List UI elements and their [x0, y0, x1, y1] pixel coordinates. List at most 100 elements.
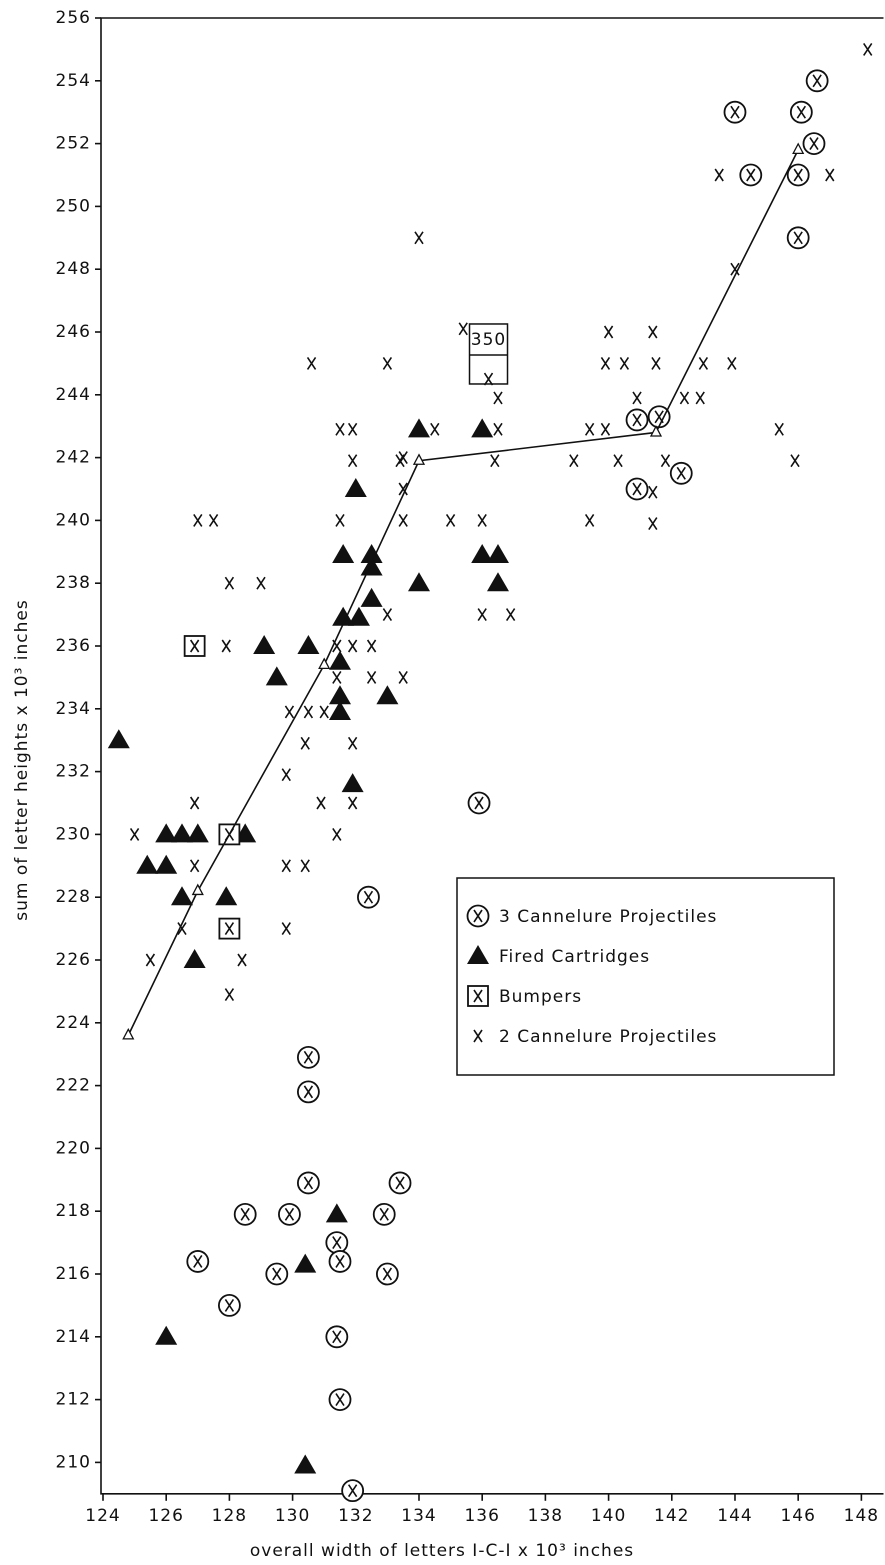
- point: [714, 168, 724, 182]
- marker-x: [347, 736, 358, 750]
- marker-triangle: [347, 606, 370, 626]
- y-tick-label: 246: [56, 322, 91, 342]
- point: [328, 1250, 352, 1273]
- point: [727, 356, 737, 370]
- point: [224, 576, 235, 590]
- point: [493, 391, 503, 405]
- x-tick-label: 148: [844, 1506, 879, 1526]
- marker-triangle: [107, 729, 130, 749]
- annotation: 350: [471, 330, 506, 350]
- x-tick-label: 144: [717, 1506, 752, 1526]
- legend-marker: [467, 945, 489, 964]
- point: [375, 1262, 399, 1286]
- point: [407, 572, 430, 592]
- point: [669, 461, 693, 485]
- point: [445, 513, 456, 527]
- marker-x: [790, 454, 800, 468]
- point: [825, 168, 835, 182]
- marker-x: [600, 356, 611, 370]
- marker-triangle: [136, 854, 159, 874]
- y-tick-label: 238: [56, 573, 91, 593]
- point: [237, 953, 247, 967]
- y-tick-label: 250: [56, 196, 91, 216]
- y-tick-label: 212: [56, 1390, 91, 1410]
- marker-x: [303, 705, 314, 719]
- marker-x: [714, 168, 724, 182]
- marker-x: [366, 670, 377, 684]
- y-tick-label: 222: [56, 1076, 91, 1096]
- y-tick-label: 228: [56, 887, 91, 907]
- point: [224, 988, 235, 1001]
- marker-x: [679, 391, 690, 405]
- point: [332, 606, 355, 626]
- point: [328, 685, 351, 705]
- point: [430, 422, 440, 436]
- point: [183, 635, 206, 657]
- point: [648, 325, 658, 339]
- marker-cross: [224, 1298, 235, 1312]
- point: [398, 670, 408, 684]
- point: [730, 262, 740, 276]
- point: [789, 100, 813, 124]
- point: [613, 454, 623, 468]
- marker-cross: [796, 105, 807, 119]
- point: [189, 859, 200, 873]
- point: [360, 587, 383, 607]
- point: [366, 639, 377, 653]
- x-tick-label: 140: [591, 1506, 626, 1526]
- marker-x: [774, 422, 784, 436]
- point: [651, 356, 661, 370]
- point: [398, 513, 408, 527]
- marker-triangle: [170, 823, 193, 843]
- marker-x: [347, 796, 358, 810]
- y-tick-label: 240: [56, 510, 91, 530]
- point: [347, 736, 358, 750]
- point: [382, 608, 393, 622]
- point: [360, 543, 383, 563]
- marker-cross: [730, 105, 740, 119]
- y-tick-label: 226: [56, 950, 91, 970]
- fit-line: [127, 149, 799, 1036]
- marker-cross: [332, 1236, 342, 1250]
- point: [366, 670, 377, 684]
- y-tick-label: 244: [56, 385, 91, 405]
- y-tick-label: 214: [56, 1327, 91, 1347]
- point: [300, 736, 310, 750]
- marker-x: [445, 513, 456, 527]
- point: [382, 356, 393, 370]
- point: [600, 422, 611, 436]
- marker-triangle: [155, 823, 178, 843]
- point: [332, 670, 342, 684]
- marker-x: [189, 796, 200, 810]
- point: [467, 791, 491, 815]
- marker-x: [332, 827, 342, 841]
- marker-cross: [632, 413, 642, 427]
- point: [347, 422, 358, 436]
- marker-triangle: [297, 635, 320, 654]
- point: [191, 883, 204, 896]
- point: [695, 391, 705, 405]
- point: [253, 635, 276, 654]
- point: [208, 513, 219, 527]
- marker-cross: [335, 1393, 345, 1407]
- marker-triangle: [294, 1454, 317, 1474]
- point: [486, 572, 509, 592]
- point: [347, 796, 358, 810]
- point: [294, 1454, 317, 1474]
- point: [483, 372, 494, 386]
- marker-cross: [332, 1330, 342, 1344]
- point: [296, 1080, 320, 1104]
- point: [477, 513, 487, 527]
- y-tick-label: 256: [56, 8, 91, 28]
- marker-open-triangle: [122, 1027, 135, 1040]
- point: [306, 356, 317, 370]
- x-tick-label: 136: [464, 1506, 499, 1526]
- marker-x: [473, 1029, 483, 1043]
- marker-x: [224, 576, 235, 590]
- marker-cross: [303, 1176, 314, 1190]
- point: [357, 885, 380, 909]
- marker-x: [600, 422, 611, 436]
- point: [739, 163, 763, 187]
- marker-x: [224, 988, 235, 1001]
- y-axis-label: sum of letter heights x 10³ inches: [12, 599, 32, 920]
